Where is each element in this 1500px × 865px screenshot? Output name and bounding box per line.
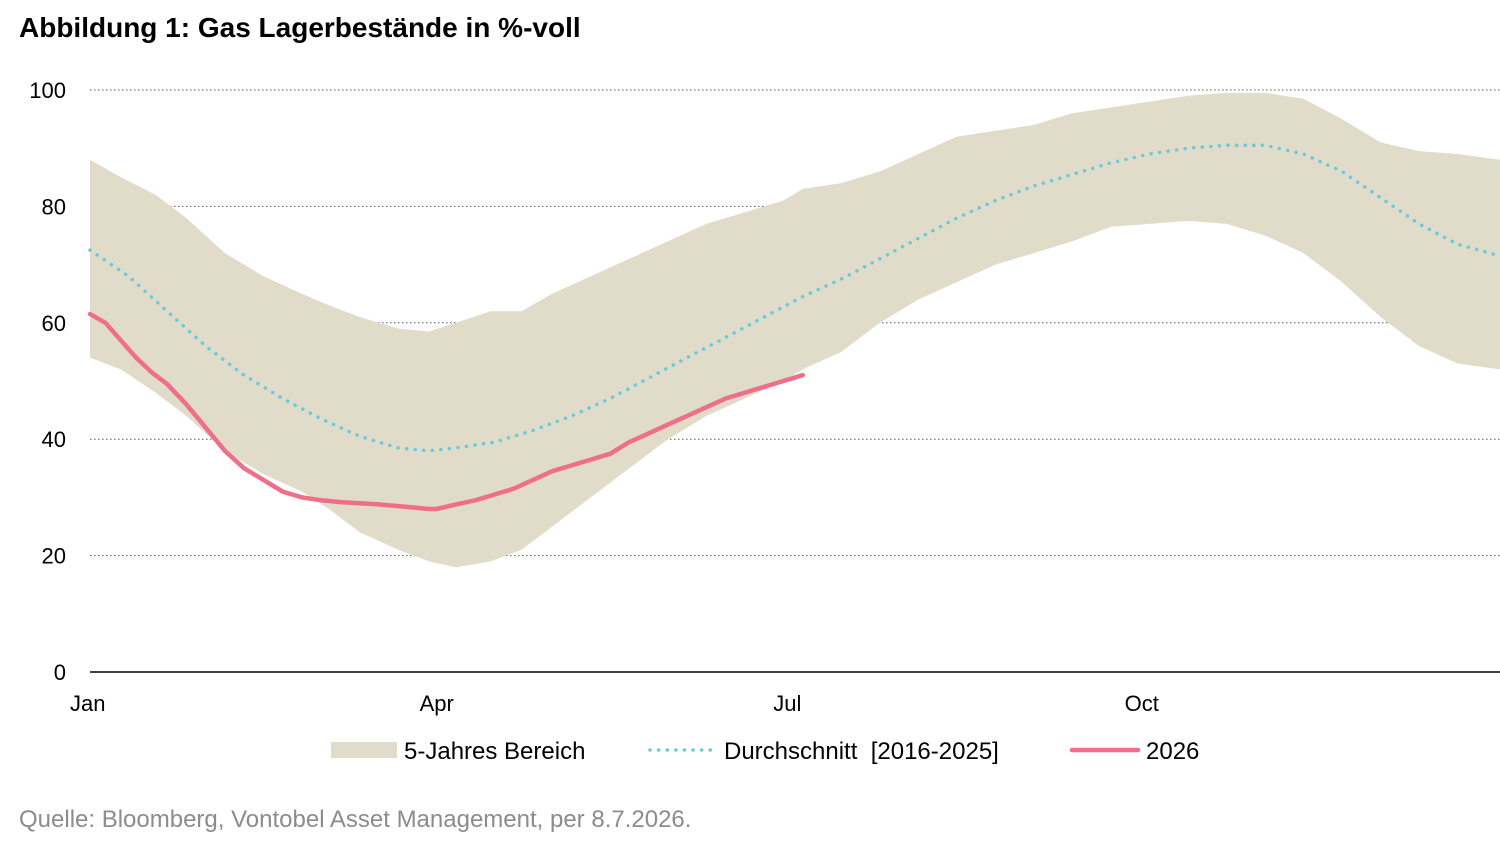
- legend-item-1: 5-Jahres Bereich: [331, 738, 585, 765]
- range-band: [90, 92, 1500, 568]
- chart-title: Abbildung 1: Gas Lagerbestände in %-voll: [19, 12, 581, 43]
- x-tick-label-jan: Jan: [70, 691, 105, 716]
- chart-canvas: 0 20 40 60 80 100 Jan Apr Jul Oct 5-Jahres Bereic…: [29, 78, 1500, 765]
- series-2026-line: [87, 311, 805, 512]
- range-band-layer: [90, 92, 1500, 568]
- source-note: Quelle: Bloomberg, Vontobel Asset Manage…: [19, 806, 692, 833]
- y-tick-label-40: 40: [42, 427, 66, 452]
- legend-label: 5-Jahres Bereich: [404, 738, 585, 765]
- y-tick-label-60: 60: [42, 311, 66, 336]
- x-tick-label-jul: Jul: [773, 691, 801, 716]
- legend-label: 2026: [1146, 738, 1199, 765]
- axes: 0 20 40 60 80 100 Jan Apr Jul Oct: [29, 78, 1500, 716]
- series-layer: [87, 143, 1500, 512]
- legend-item-3: 2026: [1069, 738, 1199, 765]
- x-tick-label-apr: Apr: [420, 691, 454, 716]
- legend-item-2: Durchschnitt [2016-2025]: [648, 738, 999, 765]
- legend-swatch-band: [331, 742, 397, 758]
- y-tick-label-100: 100: [29, 78, 66, 103]
- y-tick-label-0: 0: [54, 660, 66, 685]
- y-tick-label-20: 20: [42, 544, 66, 569]
- y-tick-label-80: 80: [42, 194, 66, 219]
- x-tick-label-oct: Oct: [1125, 691, 1159, 716]
- legend: 5-Jahres Bereich Durchschnitt [2016-2025]…: [331, 738, 1199, 765]
- legend-label: Durchschnitt [2016-2025]: [724, 738, 999, 765]
